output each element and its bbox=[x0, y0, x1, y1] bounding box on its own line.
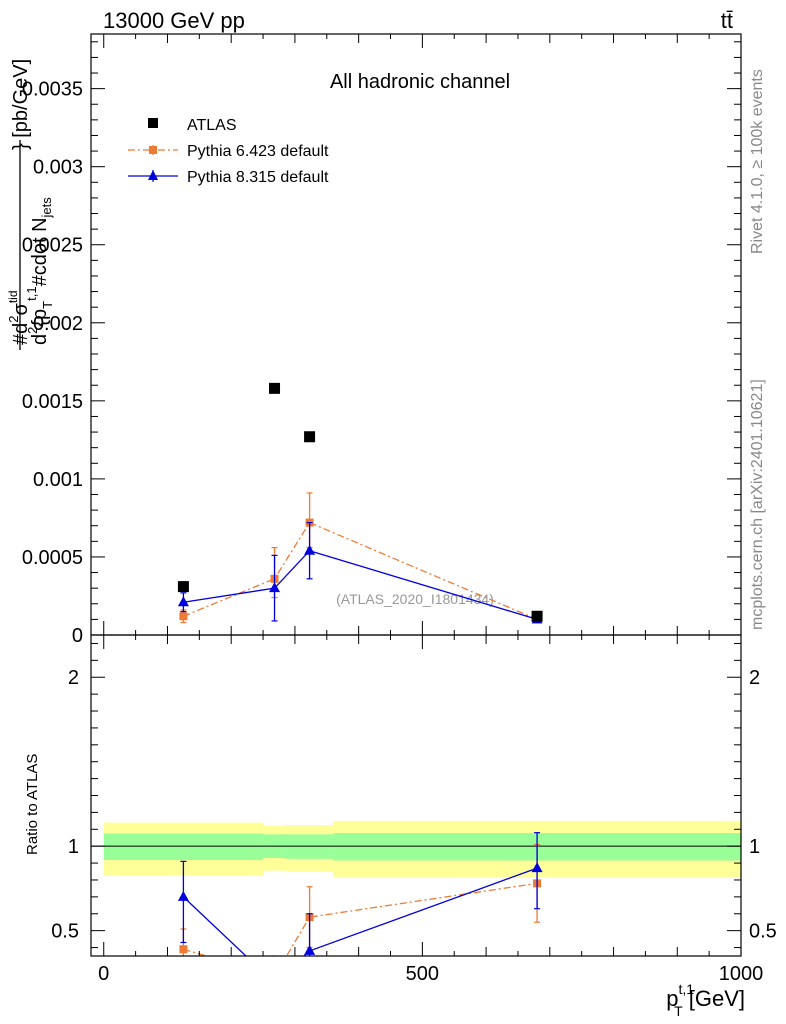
axis-tick-labels: 0 0.0005 0.001 0.0015 0.002 0.0025 0.003 0.0035… bbox=[22, 79, 777, 985]
main-py8-line bbox=[183, 549, 538, 621]
ratio-ytick-label-left-2: 2 bbox=[68, 667, 79, 689]
xlabel-sup: t,1 bbox=[679, 981, 695, 997]
main-atlas-point-0 bbox=[177, 581, 189, 593]
ratio-frame bbox=[90, 634, 742, 957]
main-ytick-label-4: 0.002 bbox=[33, 313, 83, 335]
legend-label-py8: Pythia 8.315 default bbox=[187, 169, 329, 186]
ratio-ytick-label-right-0: 0.5 bbox=[749, 921, 777, 943]
main-py6-point-0 bbox=[179, 612, 188, 621]
main-plot-area: All hadronic channel (ATLAS_2020_I180143… bbox=[177, 71, 543, 624]
ratio-py6-line bbox=[183, 882, 538, 956]
xlabel-unit: [GeV] bbox=[683, 986, 745, 1011]
ylabel-num-sub: tid bbox=[6, 290, 20, 303]
ylabel-den-exp: 2 bbox=[25, 327, 40, 334]
svg-text:d2{pTt,1#cdot Njets: d2{pTt,1#cdot Njets bbox=[24, 197, 55, 345]
ratio-xtick-label-1: 500 bbox=[406, 963, 439, 985]
legend-label-py6: Pythia 6.423 default bbox=[187, 143, 329, 160]
legend: ATLAS Pythia 6.423 default Pythia 8.315 … bbox=[128, 117, 329, 186]
ylabel-num-sym: σ bbox=[10, 303, 32, 316]
main-py8-point-0 bbox=[177, 596, 189, 607]
ratio-plot-area bbox=[177, 832, 543, 987]
ratio-py6-point-0 bbox=[179, 945, 188, 954]
ylabel-den-body: {p bbox=[29, 309, 51, 327]
ratio-ytick-label-right-1: 1 bbox=[749, 836, 760, 858]
svg-text:#d2σtid: #d2σtid bbox=[6, 290, 32, 345]
main-ytick-label-7: 0.0035 bbox=[22, 79, 83, 101]
main-ytick-label-5: 0.0025 bbox=[22, 235, 83, 257]
ratio-xtick-label-0: 0 bbox=[98, 963, 109, 985]
xlabel-sub: T bbox=[674, 1003, 683, 1019]
main-ytick-label-0: 0 bbox=[72, 625, 83, 647]
ratio-py8-point-1 bbox=[269, 977, 280, 987]
process-label: tt̄ bbox=[721, 8, 733, 33]
axis-ticks bbox=[91, 34, 742, 956]
ylabel-den-sub: T bbox=[40, 301, 55, 309]
main-py6-line bbox=[183, 521, 538, 620]
energy-label: 13000 GeV pp bbox=[103, 8, 245, 33]
main-py8-point-2 bbox=[304, 544, 316, 555]
xlabel-main: p bbox=[666, 986, 678, 1011]
ratio-band-inner-0 bbox=[103, 833, 264, 861]
ylabel-den-tail-sub: jets bbox=[39, 197, 54, 219]
ratio-py8-point-0 bbox=[177, 890, 189, 901]
ylabel-num-exp: 2 bbox=[6, 316, 21, 323]
main-ytick-label-1: 0.0005 bbox=[22, 547, 83, 569]
ylabel-num: #d bbox=[10, 323, 32, 345]
ratio-ytick-label-left-1: 1 bbox=[68, 836, 79, 858]
ratio-py8-line bbox=[182, 867, 538, 956]
legend-marker-atlas bbox=[148, 118, 158, 128]
rivet-label: Rivet 4.1.0, ≥ 100k events bbox=[749, 69, 766, 254]
ratio-py8-point-2 bbox=[304, 944, 316, 955]
mcplots-label: mcplots.cern.ch [arXiv:2401.10621] bbox=[749, 379, 766, 630]
ratio-uncertainty-bands bbox=[91, 820, 741, 877]
x-axis-label: pt,1 T [GeV] bbox=[666, 981, 745, 1019]
main-ytick-label-3: 0.0015 bbox=[22, 391, 83, 413]
ratio-ytick-label-left-0: 0.5 bbox=[51, 921, 79, 943]
main-ytick-label-2: 0.001 bbox=[33, 469, 83, 491]
ratio-py6-point-1 bbox=[271, 972, 279, 980]
ylabel-close: } [pb/GeV] bbox=[10, 59, 32, 150]
main-atlas-point-1 bbox=[269, 382, 281, 394]
ylabel-den: d bbox=[29, 334, 51, 345]
ratio-py8-point-3 bbox=[531, 862, 543, 873]
legend-label-atlas: ATLAS bbox=[187, 117, 237, 134]
ylabel-den-sup: t,1 bbox=[24, 286, 39, 300]
main-py8-point-1 bbox=[269, 582, 281, 593]
main-y-axis-label: #d2σtid d2{pTt,1#cdot Njets } [pb/GeV] bbox=[6, 59, 55, 350]
main-atlas-point-2 bbox=[304, 431, 316, 443]
ylabel-den-tail: #cdot N bbox=[29, 217, 51, 286]
main-ytick-label-6: 0.003 bbox=[33, 157, 83, 179]
main-title: All hadronic channel bbox=[330, 71, 510, 93]
ratio-xtick-label-2: 1000 bbox=[719, 963, 764, 985]
main-atlas-point-3 bbox=[531, 610, 543, 622]
legend-marker-py8 bbox=[148, 170, 158, 180]
legend-marker-py6 bbox=[149, 146, 157, 154]
ratio-ytick-label-right-2: 2 bbox=[749, 667, 760, 689]
ratio-y-axis-label: Ratio to ATLAS bbox=[24, 754, 41, 855]
